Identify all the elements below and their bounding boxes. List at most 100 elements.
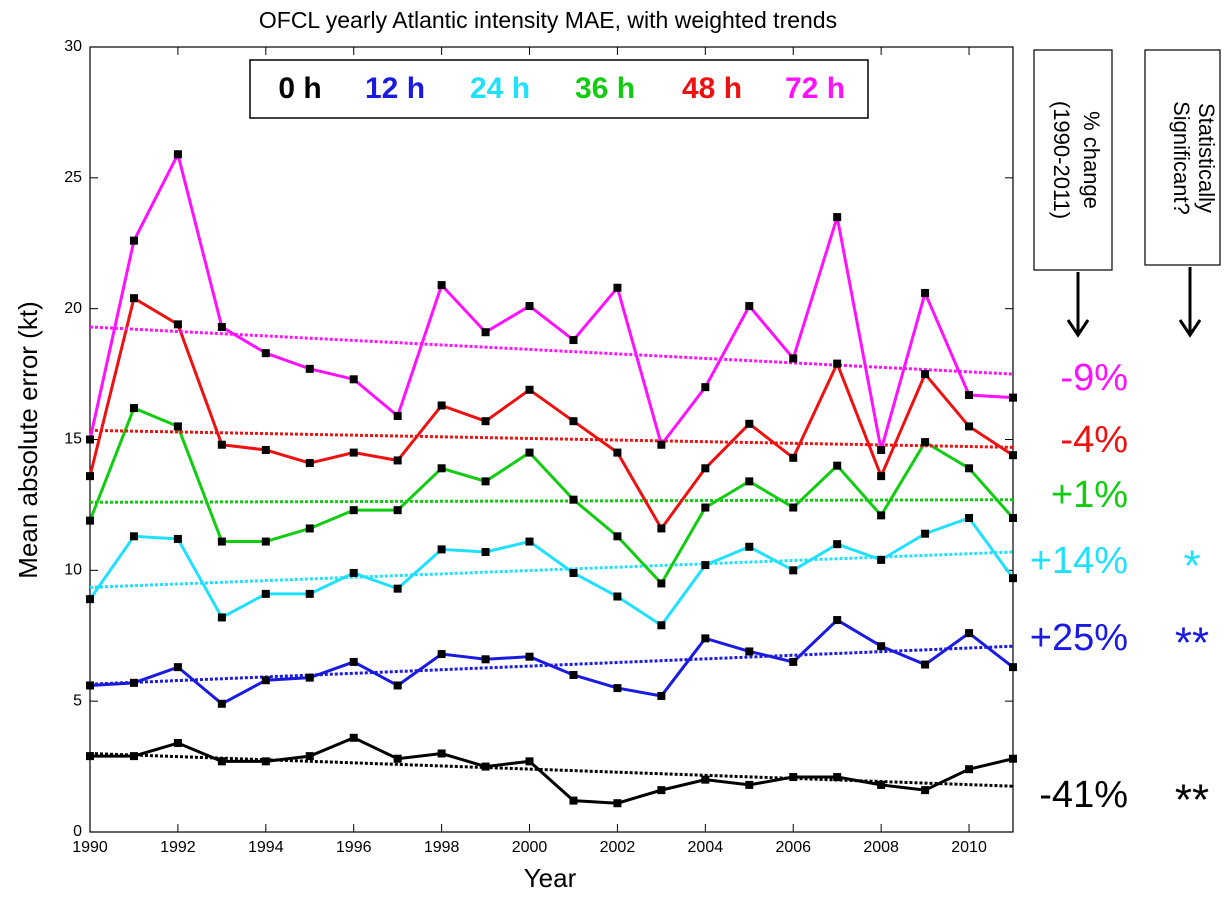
x-tick-label: 2006 bbox=[775, 839, 811, 856]
change-header-box bbox=[1033, 49, 1113, 271]
data-marker bbox=[86, 435, 94, 444]
data-marker bbox=[701, 383, 710, 392]
significance-header-box bbox=[1144, 49, 1221, 266]
data-marker bbox=[525, 385, 534, 394]
y-tick-label: 0 bbox=[73, 823, 82, 840]
data-marker bbox=[349, 657, 358, 666]
data-marker bbox=[833, 773, 842, 782]
y-tick-label: 5 bbox=[73, 692, 82, 709]
data-marker bbox=[613, 684, 622, 693]
data-marker bbox=[261, 349, 270, 358]
data-marker bbox=[173, 150, 182, 159]
data-marker bbox=[481, 762, 490, 771]
data-marker bbox=[525, 448, 534, 457]
data-marker bbox=[305, 673, 314, 682]
data-marker bbox=[701, 561, 710, 570]
data-marker bbox=[789, 657, 798, 666]
data-marker bbox=[393, 456, 402, 465]
data-marker bbox=[613, 592, 622, 601]
data-marker bbox=[349, 448, 358, 457]
data-marker bbox=[86, 595, 94, 604]
data-marker bbox=[965, 629, 974, 638]
legend-entry: 48 h bbox=[682, 72, 742, 105]
data-marker bbox=[525, 537, 534, 546]
data-marker bbox=[349, 733, 358, 742]
data-marker bbox=[745, 477, 754, 486]
data-marker bbox=[745, 542, 754, 551]
data-marker bbox=[877, 780, 886, 789]
data-marker bbox=[349, 506, 358, 515]
arrows bbox=[1066, 267, 1202, 338]
significance-header: Significant? bbox=[1169, 101, 1194, 215]
trend-line bbox=[89, 325, 1014, 376]
data-marker bbox=[393, 681, 402, 690]
data-marker bbox=[1009, 393, 1017, 402]
data-marker bbox=[745, 780, 754, 789]
trend-line bbox=[89, 498, 1014, 504]
data-marker bbox=[657, 579, 666, 588]
significance-label: ** bbox=[1175, 776, 1209, 825]
data-marker bbox=[1009, 514, 1017, 522]
data-marker bbox=[833, 359, 842, 368]
data-marker bbox=[481, 655, 490, 664]
data-marker bbox=[1009, 754, 1017, 763]
data-marker bbox=[129, 404, 138, 413]
data-marker bbox=[305, 752, 314, 761]
data-marker bbox=[569, 568, 578, 577]
x-tick-label: 2010 bbox=[951, 839, 987, 856]
data-marker bbox=[129, 532, 138, 541]
data-marker bbox=[261, 537, 270, 546]
change-label: +25% bbox=[1030, 617, 1128, 659]
data-marker bbox=[481, 477, 490, 486]
change-header: (1990-2011) bbox=[1049, 101, 1074, 219]
data-marker bbox=[525, 302, 534, 311]
change-label: +1% bbox=[1051, 474, 1128, 516]
change-label: -9% bbox=[1060, 357, 1128, 399]
y-tick-label: 30 bbox=[64, 38, 82, 55]
data-marker bbox=[217, 440, 226, 449]
data-marker bbox=[833, 540, 842, 549]
data-marker bbox=[437, 401, 446, 410]
data-marker bbox=[393, 411, 402, 420]
data-marker bbox=[701, 775, 710, 784]
data-marker bbox=[745, 302, 754, 311]
series-line bbox=[89, 618, 1014, 706]
data-marker bbox=[789, 773, 798, 782]
data-marker bbox=[921, 438, 930, 447]
y-tick-label: 25 bbox=[64, 169, 82, 186]
data-marker bbox=[921, 370, 930, 379]
trend-line bbox=[89, 752, 1014, 788]
series-line bbox=[88, 406, 1015, 586]
x-tick-label: 2008 bbox=[863, 839, 899, 856]
data-marker bbox=[657, 524, 666, 533]
legend-entry: 24 h bbox=[470, 72, 530, 105]
data-marker bbox=[129, 236, 138, 245]
x-tick-label: 1990 bbox=[72, 839, 108, 856]
legend-entry: 12 h bbox=[365, 72, 425, 105]
data-marker bbox=[481, 328, 490, 337]
data-marker bbox=[613, 283, 622, 292]
series-line bbox=[88, 150, 1014, 451]
data-marker bbox=[173, 663, 182, 672]
data-marker bbox=[217, 613, 226, 622]
data-marker bbox=[745, 419, 754, 428]
change-header: % change bbox=[1079, 111, 1104, 209]
data-marker bbox=[965, 391, 974, 400]
data-marker bbox=[833, 461, 842, 470]
trend-line bbox=[89, 550, 1014, 589]
data-marker bbox=[613, 532, 622, 541]
data-marker bbox=[305, 524, 314, 533]
series-line bbox=[90, 736, 1014, 805]
chart-title: OFCL yearly Atlantic intensity MAE, with… bbox=[259, 7, 837, 33]
data-marker bbox=[921, 660, 930, 669]
data-marker bbox=[481, 417, 490, 426]
data-marker bbox=[701, 634, 710, 643]
data-marker bbox=[965, 765, 974, 774]
data-marker bbox=[569, 671, 578, 679]
data-marker bbox=[393, 754, 402, 763]
data-marker bbox=[261, 676, 270, 685]
data-marker bbox=[173, 320, 182, 329]
y-tick-label: 15 bbox=[64, 431, 82, 448]
data-marker bbox=[965, 464, 974, 473]
data-marker bbox=[965, 422, 974, 431]
